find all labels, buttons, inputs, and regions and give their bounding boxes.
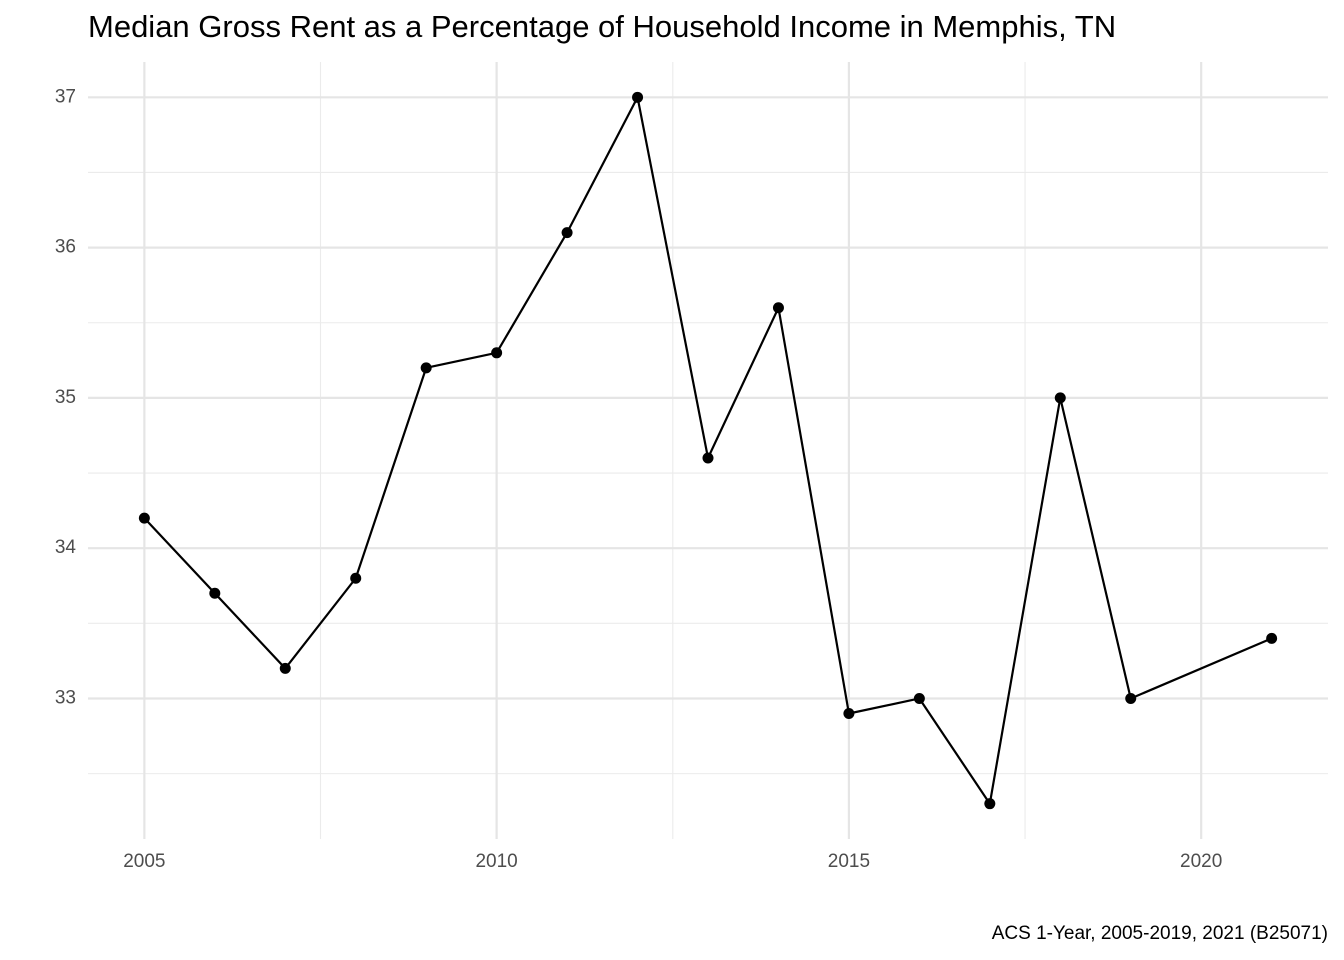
point (984, 798, 996, 810)
point (420, 362, 432, 374)
point (772, 302, 784, 314)
point (702, 452, 714, 464)
y-tick-label: 33 (55, 687, 76, 708)
y-tick-label: 37 (55, 86, 76, 107)
y-tick-label: 36 (55, 237, 76, 258)
point (632, 91, 644, 103)
y-tick-label: 35 (55, 387, 76, 408)
point (209, 587, 221, 599)
chart-title: Median Gross Rent as a Percentage of Hou… (88, 9, 1116, 44)
point (913, 692, 925, 704)
point (491, 347, 503, 359)
point (843, 708, 855, 720)
point (1266, 632, 1278, 644)
line (143, 94, 1273, 807)
point (350, 572, 362, 584)
x-tick-label: 2005 (123, 851, 165, 872)
point (561, 227, 573, 239)
point (1054, 392, 1066, 404)
x-tick-label: 2020 (1180, 851, 1222, 872)
x-tick-label: 2010 (475, 851, 517, 872)
point (279, 662, 291, 674)
point (138, 512, 150, 524)
x-tick-label: 2015 (828, 851, 870, 872)
point (1125, 692, 1137, 704)
caption: ACS 1-Year, 2005-2019, 2021 (B25071) (992, 923, 1328, 944)
y-tick-label: 34 (55, 537, 77, 558)
